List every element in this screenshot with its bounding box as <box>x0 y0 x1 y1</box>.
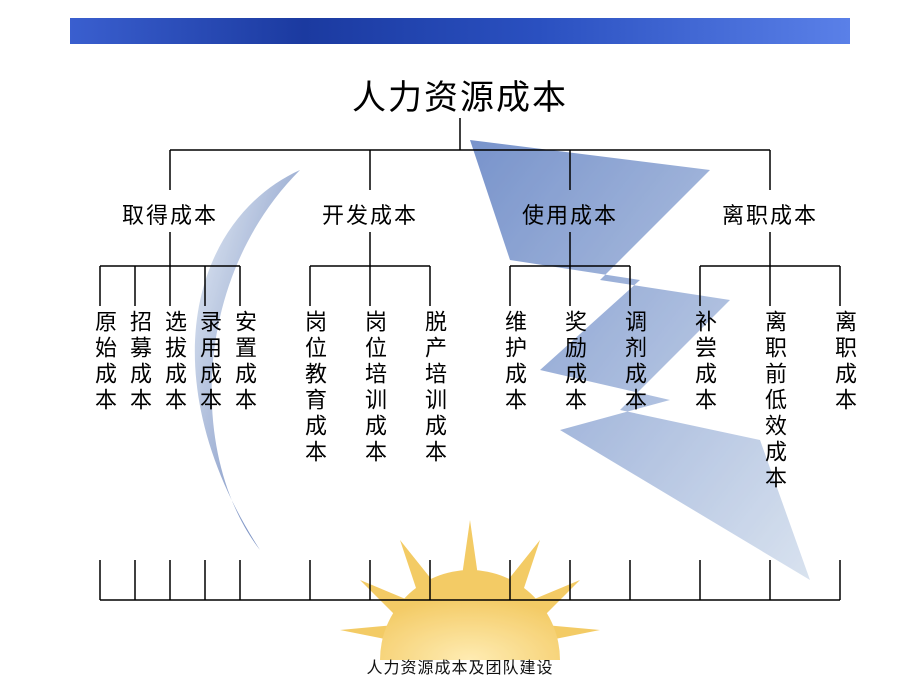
leaf-label: 录用成本 <box>193 310 225 414</box>
leaf-label: 奖励成本 <box>558 310 590 414</box>
leaf-label: 招募成本 <box>123 310 155 414</box>
leaf-label: 调剂成本 <box>618 310 650 414</box>
leaf-label: 离职前低效成本 <box>758 310 790 492</box>
category-label: 离职成本 <box>710 198 830 230</box>
leaf-label: 选拔成本 <box>158 310 190 414</box>
category-label: 使用成本 <box>510 198 630 230</box>
leaf-label: 维护成本 <box>498 310 530 414</box>
diagram-canvas: 人力资源成本 取得成本原始成本招募成本选拔成本录用成本安置成本 开发成本岗位教育成… <box>0 0 920 690</box>
category-label: 开发成本 <box>310 198 430 230</box>
diagram-title: 人力资源成本 <box>0 70 920 119</box>
leaf-label: 安置成本 <box>228 310 260 414</box>
category-label: 取得成本 <box>110 198 230 230</box>
diagram-footer: 人力资源成本及团队建设 <box>0 654 920 678</box>
leaf-label: 脱产培训成本 <box>418 310 450 466</box>
leaf-label: 岗位教育成本 <box>298 310 330 466</box>
leaf-label: 补尝成本 <box>688 310 720 414</box>
leaf-label: 岗位培训成本 <box>358 310 390 466</box>
leaf-label: 原始成本 <box>88 310 120 414</box>
leaf-label: 离职成本 <box>828 310 860 414</box>
